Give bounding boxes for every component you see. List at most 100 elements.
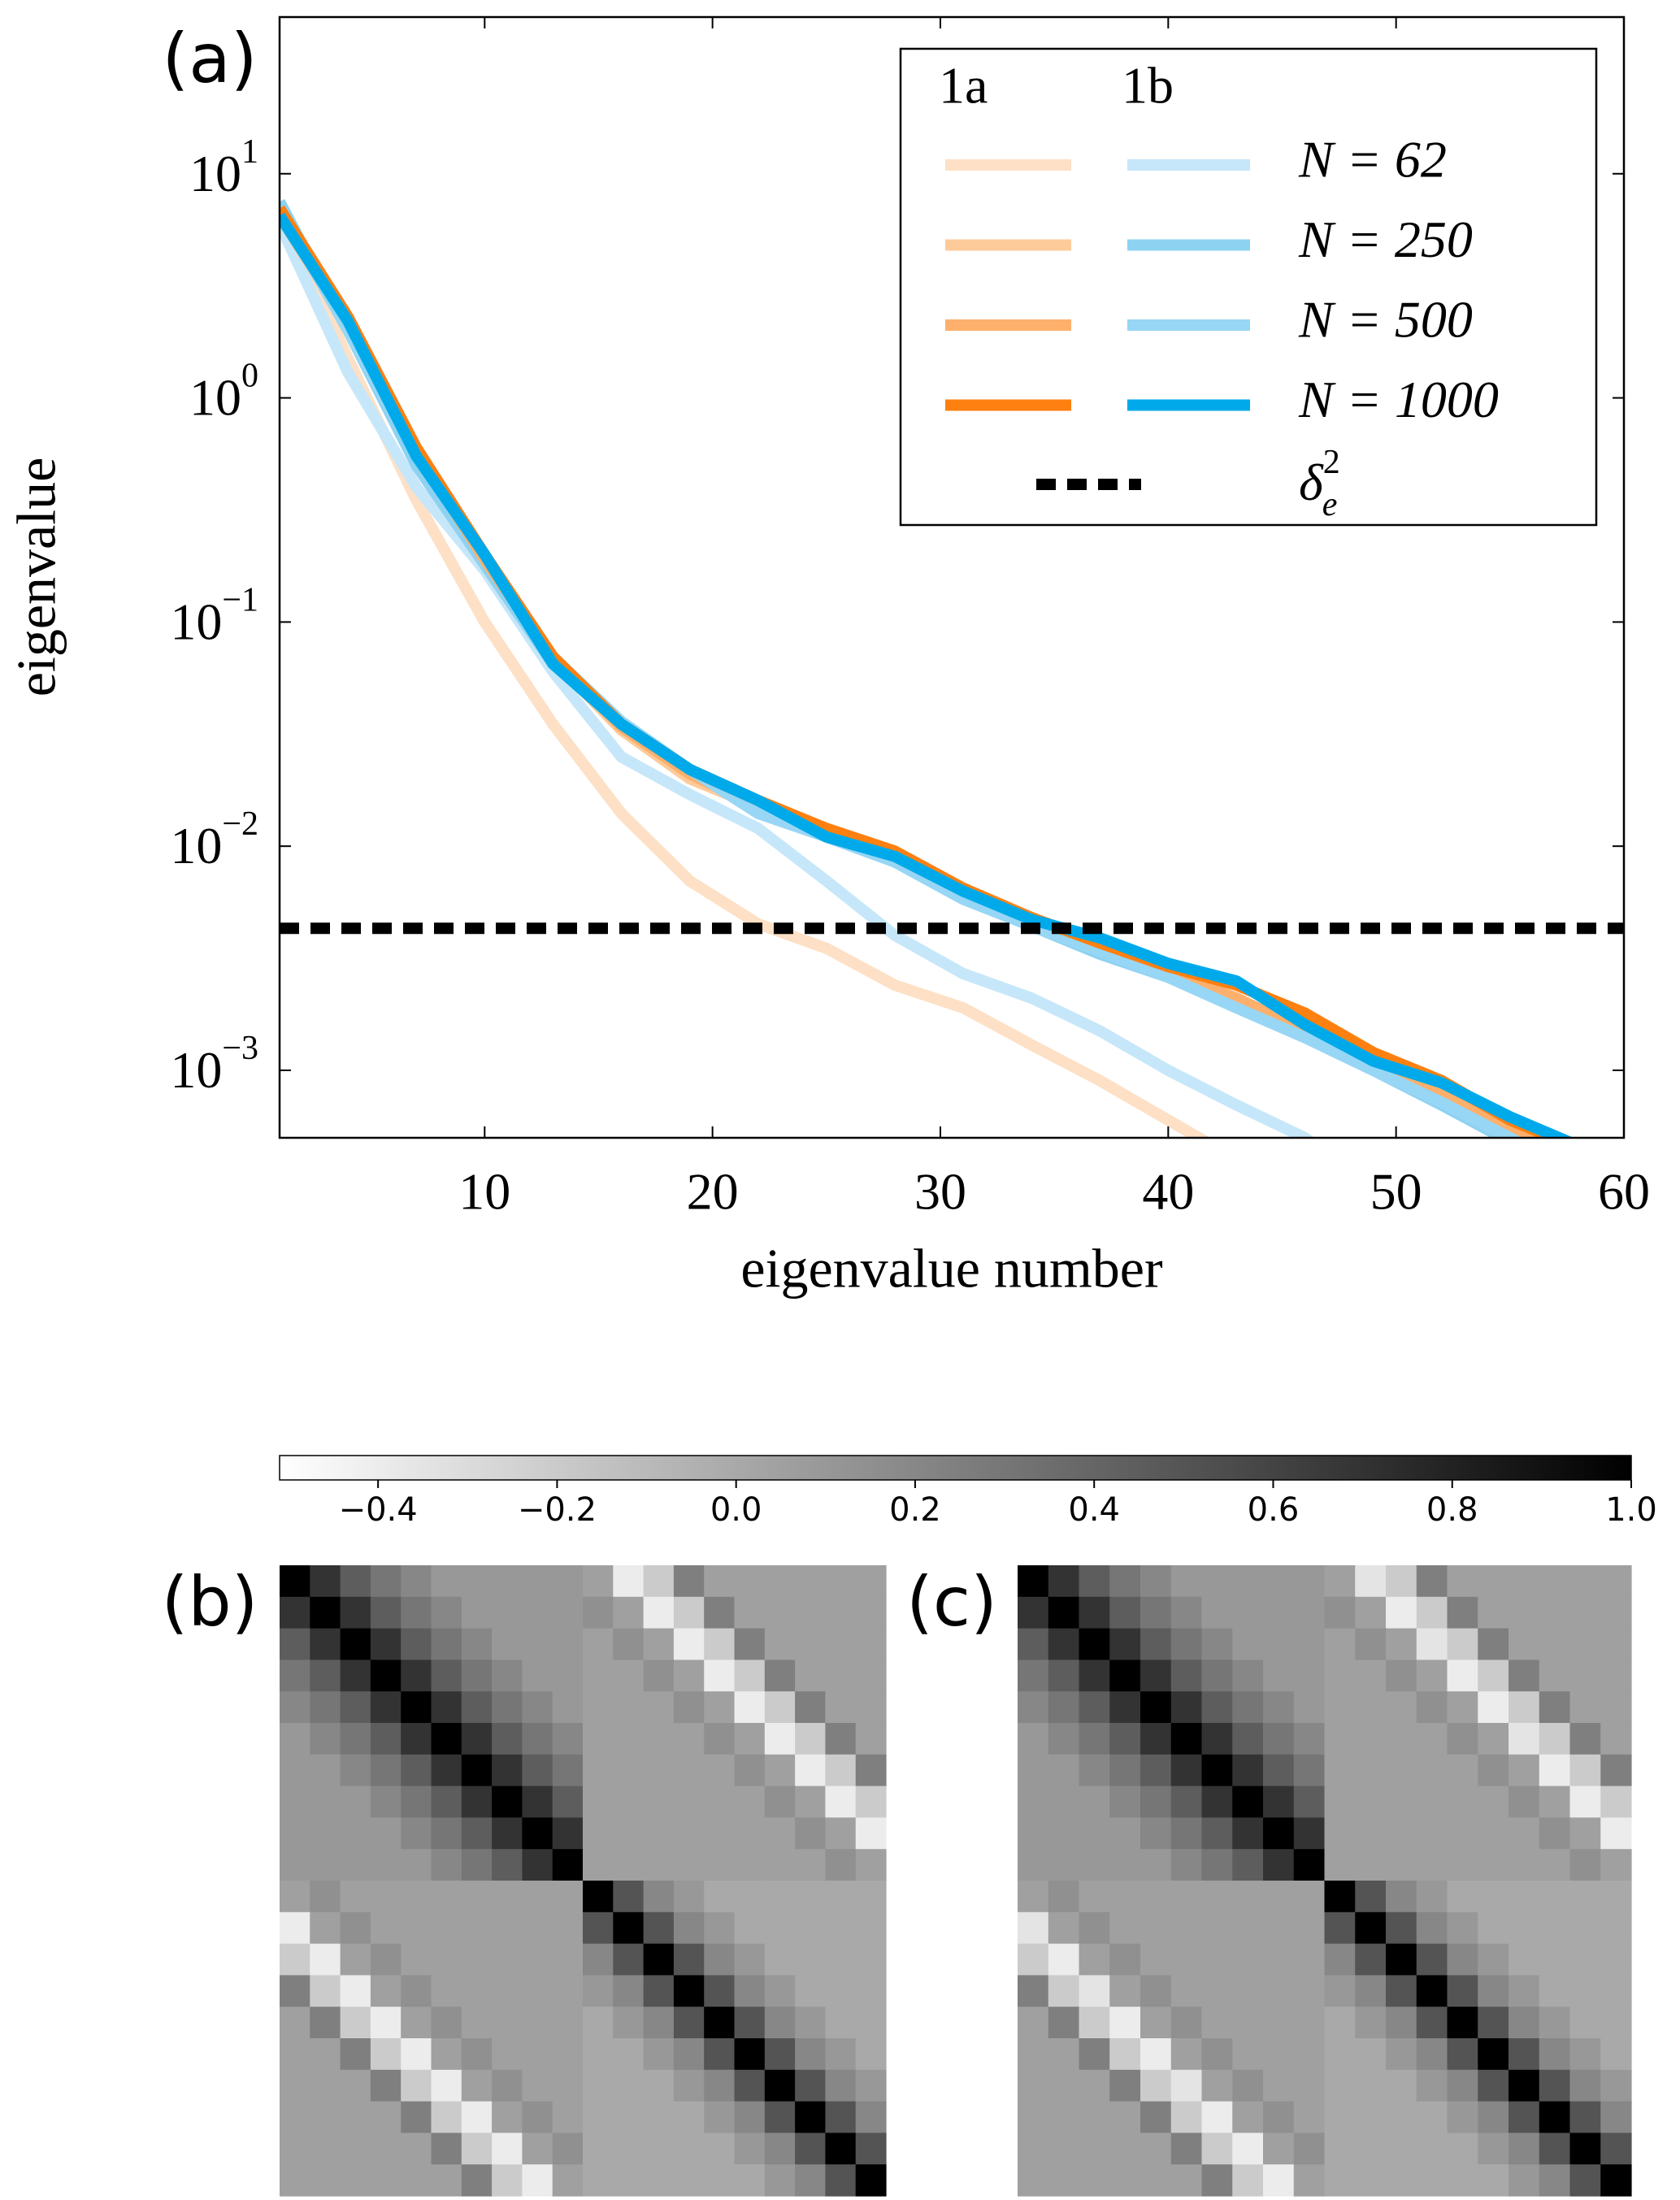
heatmap-cell [461,1786,493,1818]
heatmap-cell [1478,1849,1509,1881]
heatmap-cell [1048,1975,1080,2007]
legend-label: N = 500 [1298,291,1473,349]
heatmap-cell [1478,2133,1509,2165]
heatmap-cell [522,1723,553,1755]
heatmap-cell [461,1691,493,1724]
heatmap-cell [1232,1849,1264,1881]
heatmap-cell [1539,1596,1571,1629]
y-tick-label: 10−2 [170,805,258,874]
heatmap-cell [431,1596,462,1629]
heatmap-cell [522,1754,553,1787]
heatmap-cell [1478,1691,1509,1724]
heatmap-cell [1170,1881,1203,1913]
heatmap-cell [1018,1596,1049,1629]
heatmap-cell [492,2069,523,2102]
heatmap-cell [552,1723,584,1755]
heatmap-cell [431,1786,462,1818]
heatmap-cell [1355,1628,1387,1660]
heatmap-cell [461,1911,493,1945]
heatmap-cell [1509,1660,1540,1692]
heatmap-cell [1509,1911,1540,1945]
heatmap-cell [1018,1691,1049,1724]
heatmap-cell [613,1881,645,1913]
heatmap-cell [1569,1691,1601,1724]
heatmap-cell [310,1943,341,1976]
heatmap-cell [1018,2133,1049,2165]
heatmap-cell [1447,2101,1478,2133]
heatmap-cell [492,1723,523,1755]
heatmap-cell [1140,1943,1172,1976]
heatmap-cell [461,2164,493,2197]
heatmap-cell [1447,1660,1478,1692]
heatmap-cell [1416,1849,1448,1881]
heatmap-cell [1263,1786,1295,1818]
heatmap-cell [1109,1596,1141,1629]
heatmap-cell [1109,1943,1141,1976]
heatmap-cell [1109,2101,1141,2133]
heatmap-cell [583,2164,614,2197]
heatmap-cell [1201,1911,1233,1945]
heatmap-cell [795,2133,826,2165]
heatmap-cell [1355,1881,1387,1913]
heatmap-cell [1569,1596,1601,1629]
heatmap-cell [1600,1881,1632,1913]
heatmap-cell [431,1754,462,1787]
heatmap-cell [280,1786,310,1818]
heatmap-cell [1018,2164,1049,2197]
heatmap-cell [1048,1817,1080,1850]
heatmap-cell [1140,1786,1172,1818]
heatmap-cell [704,1754,736,1787]
heatmap-cell [1386,2069,1417,2102]
heatmap-cell [825,2164,857,2197]
heatmap-cell [1416,2101,1448,2133]
heatmap-cell [1201,2069,1233,2102]
heatmap-cell [583,1723,614,1755]
heatmap-cell [1569,1817,1601,1850]
heatmap-cell [280,1723,310,1755]
heatmap-cell [1109,2133,1141,2165]
heatmap-cell [825,1723,857,1755]
heatmap-cell [552,1754,584,1787]
heatmap-cell [795,2069,826,2102]
heatmap-cell [1509,1943,1540,1976]
heatmap-cell [1324,2069,1356,2102]
heatmap-cell [492,1754,523,1787]
heatmap-cell [1478,1660,1509,1692]
heatmap-cell [1386,1754,1417,1787]
heatmap-cell [1386,2164,1417,2197]
heatmap-cell [1232,1786,1264,1818]
heatmap-cell [1478,2164,1509,2197]
heatmap-cell [1201,1723,1233,1755]
heatmap-cell [1386,1723,1417,1755]
heatmap-cell [401,2038,432,2071]
heatmap-cell [704,1596,736,1629]
heatmap-cell [734,2164,766,2197]
heatmap-cell [492,1881,523,1913]
heatmap-cell [583,1786,614,1818]
heatmap-cell [1386,2007,1417,2039]
heatmap-cell [1509,2101,1540,2133]
heatmap-cell [764,2133,796,2165]
heatmap-cell [1324,1975,1356,2007]
heatmap-cell [855,1911,887,1945]
heatmap-cell [310,2038,341,2071]
heatmap-cell [583,1849,614,1881]
y-axis-label: eigenvalue [6,458,67,697]
heatmap-cell [1355,2007,1387,2039]
heatmap-cell [1048,2133,1080,2165]
heatmap-cell [1079,1565,1110,1598]
heatmap-cell [1232,1691,1264,1724]
heatmap-cell [1109,1723,1141,1755]
y-tick-base: 10 [170,817,222,874]
heatmap-cell [643,2069,675,2102]
y-tick-label: 100 [189,357,258,426]
heatmap-cell [1539,1849,1571,1881]
heatmap-cell [1539,1660,1571,1692]
heatmap-cell [401,2069,432,2102]
heatmap-cell [1569,1565,1601,1598]
heatmap-cell [310,1691,341,1724]
heatmap-cell [613,1975,645,2007]
x-tick-label: 40 [1142,1163,1194,1221]
heatmap-cell [1600,1628,1632,1660]
heatmap-cell [370,1975,402,2007]
